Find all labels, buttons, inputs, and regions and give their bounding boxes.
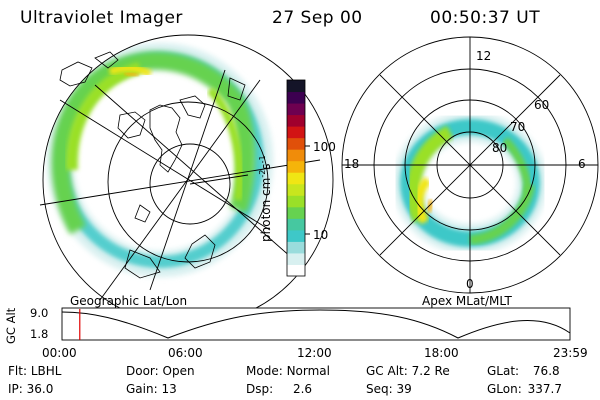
colorbar-tick-10: 10: [313, 228, 329, 242]
right-panel-title: Apex MLat/MLT: [422, 294, 512, 308]
colorbar-segment: [287, 103, 305, 116]
instrument-title: Ultraviolet Imager: [20, 8, 183, 28]
altitude-curve: [61, 309, 571, 339]
altitude-plot-frame: [61, 307, 571, 341]
status-ip: IP: 36.0: [8, 382, 54, 396]
colorbar-segment: [287, 183, 305, 196]
time-tick-0000: 00:00: [42, 346, 77, 360]
time-tick-0600: 06:00: [168, 346, 203, 360]
altitude-ytick-9: 9.0: [30, 306, 49, 320]
mlt-label-12: 12: [476, 49, 491, 63]
altitude-ylabel: GC Alt: [4, 307, 18, 344]
status-gain: Gain: 13: [126, 382, 177, 396]
colorbar-segment: [287, 264, 305, 277]
colorbar-segment: [287, 114, 305, 127]
colorbar-segment: [287, 149, 305, 162]
status-gc-alt: GC Alt: 7.2 Re: [366, 364, 450, 378]
colorbar-segment: [287, 160, 305, 173]
apex-mlat-mlt-image: 12 18 6 0 80 70 60: [341, 36, 599, 294]
colorbar-segment: [287, 80, 305, 93]
status-glat: GLat: 76.8: [487, 364, 560, 378]
colorbar-segment: [287, 229, 305, 242]
colorbar-segment: [287, 206, 305, 219]
left-panel-title: Geographic Lat/Lon: [70, 294, 188, 308]
time-tick-2359: 23:59: [553, 346, 588, 360]
mlat-label-80: 80: [492, 141, 507, 155]
colorbar-tick-100: 100: [313, 140, 336, 154]
altitude-ytick-1-8: 1.8: [30, 327, 49, 341]
colorbar-segment: [287, 252, 305, 265]
colorbar-segment: [287, 126, 305, 139]
mlat-label-60: 60: [534, 98, 549, 112]
status-mode: Mode: Normal: [246, 364, 330, 378]
date-label: 27 Sep 00: [272, 8, 363, 28]
status-dsp: Dsp: 2.6: [246, 382, 313, 396]
colorbar-segment: [287, 195, 305, 208]
status-door: Door: Open: [126, 364, 195, 378]
status-seq: Seq: 39: [366, 382, 412, 396]
color-bar: [286, 79, 310, 277]
colorbar-segment: [287, 137, 305, 150]
mlt-label-6: 6: [578, 157, 586, 171]
mlt-label-18: 18: [344, 157, 359, 171]
colorbar-segment: [287, 91, 305, 104]
status-flt: Flt: LBHL: [8, 364, 62, 378]
mlat-label-70: 70: [510, 120, 525, 134]
colorbar-segment: [287, 241, 305, 254]
colorbar-segment: [287, 172, 305, 185]
time-tick-1800: 18:00: [424, 346, 459, 360]
time-label: 00:50:37 UT: [430, 8, 541, 28]
mlt-label-0: 0: [466, 277, 474, 291]
colorbar-segment: [287, 218, 305, 231]
status-glon: GLon: 337.7: [487, 382, 562, 396]
time-tick-1200: 12:00: [297, 346, 332, 360]
